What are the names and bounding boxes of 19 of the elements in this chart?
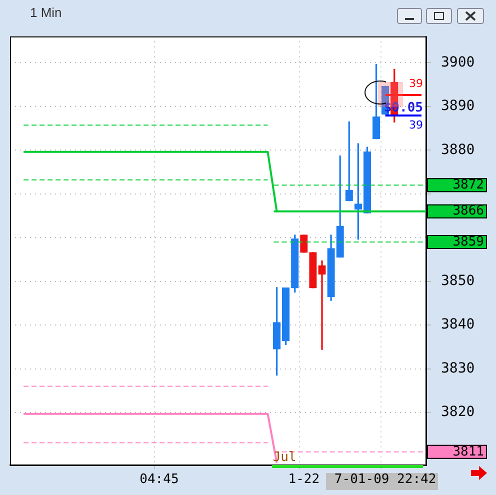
annotation: Jul xyxy=(272,450,296,465)
y-tick-label: 3880 xyxy=(441,142,475,158)
candlestick xyxy=(318,260,326,350)
annotation: 39 xyxy=(409,118,423,132)
y-tick-label: 3820 xyxy=(441,404,475,420)
x-tick-label: 7-01-09 22:42 xyxy=(334,472,436,488)
ref-line-label: 3859 xyxy=(452,234,484,250)
chart-title: 1 Min xyxy=(30,5,62,20)
ref-line-label: 3811 xyxy=(452,444,484,460)
y-tick-label: 3890 xyxy=(441,98,475,114)
x-tick-label: 1-22 xyxy=(288,472,320,488)
ref-line-label: 3872 xyxy=(452,177,484,192)
x-tick-label: 04:45 xyxy=(140,472,179,488)
ref-line-label: 3866 xyxy=(452,204,484,219)
annotation: 39 xyxy=(409,76,423,90)
y-tick-label: 3850 xyxy=(441,272,475,289)
y-tick-label: 3830 xyxy=(441,360,475,376)
y-tick-label: 3900 xyxy=(441,54,475,70)
y-tick-label: 3840 xyxy=(441,316,475,333)
